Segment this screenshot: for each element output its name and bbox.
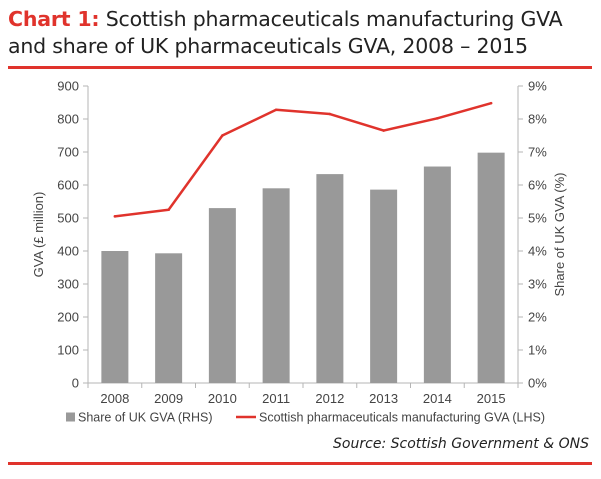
bar-2011 — [262, 188, 290, 383]
x-tick-label: 2011 — [262, 391, 290, 406]
legend-line-label: Scottish pharmaceuticals manufacturing G… — [259, 411, 545, 425]
line-point-2012 — [328, 112, 332, 116]
chart-title-line1: Scottish pharmaceuticals manufacturing G… — [105, 7, 563, 31]
bar-2008 — [101, 251, 129, 383]
bar-2009 — [155, 253, 183, 383]
y-tick-label: 700 — [57, 145, 79, 160]
y2-tick-label: 1% — [528, 343, 547, 358]
line-point-2015 — [489, 101, 493, 105]
y2-tick-label: 0% — [528, 376, 547, 391]
line-point-2014 — [436, 117, 439, 120]
y-tick-label: 100 — [57, 343, 79, 358]
y2-tick-label: 6% — [528, 178, 547, 193]
y2-tick-label: 8% — [528, 112, 547, 127]
y2-tick-label: 2% — [528, 310, 547, 325]
x-tick-label: 2012 — [315, 391, 344, 406]
chart-title-line2: and share of UK pharmaceuticals GVA, 200… — [8, 34, 528, 58]
y-tick-label: 300 — [57, 277, 79, 292]
y-tick-label: 800 — [57, 112, 79, 127]
x-tick-label: 2013 — [369, 391, 398, 406]
legend-bar-label: Share of UK GVA (RHS) — [78, 411, 213, 425]
bar-2015 — [477, 152, 505, 383]
x-tick-label: 2014 — [423, 391, 452, 406]
y2-tick-label: 3% — [528, 277, 547, 292]
bar-2013 — [370, 189, 398, 383]
footer-divider — [8, 462, 592, 465]
line-point-2010 — [221, 134, 224, 137]
gva-line-series — [114, 101, 492, 218]
y-tick-label: 200 — [57, 310, 79, 325]
y-tick-label: 0 — [72, 376, 79, 391]
y-axis-title: GVA (£ million) — [31, 192, 46, 278]
line-point-2011 — [274, 108, 278, 112]
x-tick-label: 2015 — [477, 391, 506, 406]
y-tick-label: 900 — [57, 79, 79, 94]
x-tick-label: 2008 — [100, 391, 129, 406]
bar-2010 — [208, 208, 236, 383]
y2-tick-label: 5% — [528, 211, 547, 226]
x-tick-label: 2010 — [208, 391, 237, 406]
chart-title-lead: Chart 1: — [8, 7, 100, 31]
chart-title: Chart 1: Scottish pharmaceuticals manufa… — [8, 6, 598, 60]
y2-tick-label: 9% — [528, 79, 547, 94]
x-tick-label: 2009 — [154, 391, 183, 406]
y-tick-label: 500 — [57, 211, 79, 226]
line-point-2013 — [382, 129, 385, 132]
title-divider — [8, 66, 592, 69]
line-point-2009 — [167, 208, 170, 212]
bar-2014 — [423, 166, 451, 383]
line-point-2008 — [113, 215, 117, 218]
y-tick-label: 600 — [57, 178, 79, 193]
y-tick-label: 400 — [57, 244, 79, 259]
bar-2012 — [316, 174, 344, 383]
y2-tick-label: 7% — [528, 145, 547, 160]
y2-axis-title: Share of UK GVA (%) — [552, 172, 567, 296]
chart-source: Source: Scottish Government & ONS — [333, 436, 589, 452]
y2-tick-label: 4% — [528, 244, 547, 259]
legend-bar-swatch — [66, 412, 75, 422]
